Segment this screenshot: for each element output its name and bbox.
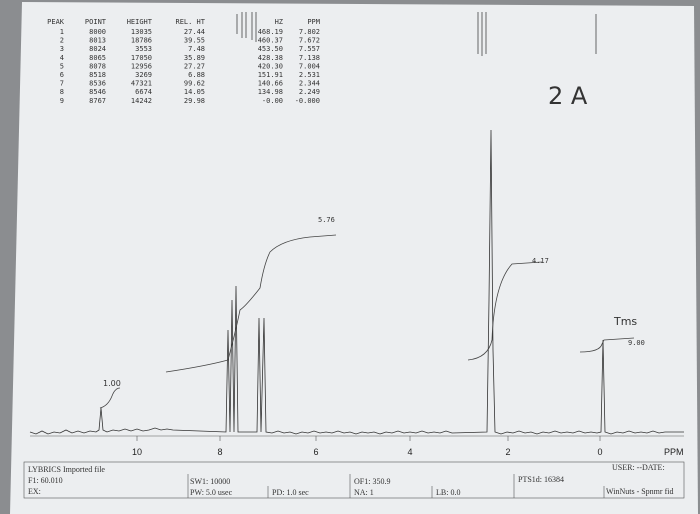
footer-text: F1: 60.010 xyxy=(28,476,63,485)
integral-label: 4.17 xyxy=(532,257,549,265)
table-cell: 7.48 xyxy=(188,45,205,53)
footer-text: PW: 5.0 usec xyxy=(190,488,233,497)
sample-label: 2 A xyxy=(548,82,588,110)
footer-text: EX: xyxy=(28,487,41,496)
footer-text: PTS1d: 16384 xyxy=(518,475,564,484)
table-cell: 14242 xyxy=(131,97,152,105)
table-cell: 8 xyxy=(60,88,64,96)
table-cell: 8078 xyxy=(89,62,106,70)
table-cell: 3553 xyxy=(135,45,152,53)
table-cell: 2 xyxy=(60,37,64,45)
table-cell: -0.00 xyxy=(262,97,283,105)
table-cell: 2.344 xyxy=(299,80,320,88)
table-cell: 35.89 xyxy=(184,54,205,62)
table-cell: 7.672 xyxy=(299,37,320,45)
table-cell: 8013 xyxy=(89,37,106,45)
table-cell: 7 xyxy=(60,80,64,88)
table-cell: 12956 xyxy=(131,62,152,70)
table-header: POINT xyxy=(85,18,107,26)
table-cell: 151.91 xyxy=(258,71,283,79)
table-cell: 1 xyxy=(60,28,64,36)
table-header: REL. HT xyxy=(175,18,205,26)
table-cell: 39.55 xyxy=(184,37,205,45)
integral-label: 5.76 xyxy=(318,216,335,224)
table-header: PPM xyxy=(307,18,320,26)
table-cell: 8536 xyxy=(89,80,106,88)
cursor-marks xyxy=(236,12,597,56)
x-tick-label: 6 xyxy=(313,447,318,457)
integral-label: 9.00 xyxy=(628,339,645,347)
footer-text: SW1: 10000 xyxy=(190,477,230,486)
table-cell: 420.30 xyxy=(258,62,283,70)
table-cell: 4 xyxy=(60,54,64,62)
table-cell: 134.98 xyxy=(258,88,283,96)
table-cell: 468.19 xyxy=(258,28,283,36)
footer-boxes xyxy=(23,461,685,499)
table-cell: 99.62 xyxy=(184,80,205,88)
x-tick-label: 0 xyxy=(597,447,602,457)
table-header: HZ xyxy=(275,18,283,26)
table-cell: 8000 xyxy=(89,28,106,36)
footer-text: LB: 0.0 xyxy=(436,488,460,497)
footer-text: USER: --DATE: xyxy=(612,463,665,472)
table-cell: 9 xyxy=(60,97,64,105)
table-cell: 8767 xyxy=(89,97,106,105)
table-cell: 8518 xyxy=(89,71,106,79)
table-cell: 6.88 xyxy=(188,71,205,79)
x-tick-label: 8 xyxy=(217,447,222,457)
table-cell: 14.05 xyxy=(184,88,205,96)
integral-label: 1.00 xyxy=(103,379,121,388)
table-cell: 460.37 xyxy=(258,37,283,45)
table-cell: 6 xyxy=(60,71,64,79)
table-cell: 8546 xyxy=(89,88,106,96)
table-cell: 29.98 xyxy=(184,97,205,105)
table-cell: -0.000 xyxy=(295,97,320,105)
footer-text: LYBRICS Imported file xyxy=(28,465,105,474)
table-cell: 27.27 xyxy=(184,62,205,70)
table-cell: 2.249 xyxy=(299,88,320,96)
table-cell: 7.138 xyxy=(299,54,320,62)
axis-unit: PPM xyxy=(664,447,684,457)
spectrum xyxy=(29,129,684,435)
footer-text: OF1: 350.9 xyxy=(354,477,390,486)
footer-text: NA: 1 xyxy=(354,488,374,497)
table-cell: 3269 xyxy=(135,71,152,79)
table-header: HEIGHT xyxy=(127,18,153,26)
table-cell: 8065 xyxy=(89,54,106,62)
tms-label: Tms xyxy=(613,315,637,328)
table-cell: 2.531 xyxy=(299,71,320,79)
table-cell: 3 xyxy=(60,45,64,53)
table-cell: 47321 xyxy=(131,80,152,88)
table-cell: 7.004 xyxy=(299,62,320,70)
table-cell: 453.50 xyxy=(258,45,283,53)
x-ticks: 10 8 6 4 2 0 PPM xyxy=(132,436,684,457)
table-cell: 428.38 xyxy=(258,54,283,62)
x-tick-label: 4 xyxy=(407,447,412,457)
table-cell: 7.802 xyxy=(299,28,320,36)
paper xyxy=(10,2,698,514)
footer-text: WinNuts - Spnmr fid xyxy=(606,487,673,496)
footer-text: PD: 1.0 sec xyxy=(272,488,309,497)
table-cell: 13035 xyxy=(131,28,152,36)
table-cell: 18786 xyxy=(131,37,152,45)
table-cell: 5 xyxy=(60,62,64,70)
table-cell: 8024 xyxy=(89,45,106,53)
table-header: PEAK xyxy=(47,18,65,26)
integral xyxy=(99,234,635,409)
table-cell: 140.66 xyxy=(258,80,283,88)
table-cell: 17050 xyxy=(131,54,152,62)
table-cell: 27.44 xyxy=(184,28,205,36)
x-tick-label: 10 xyxy=(132,447,142,457)
table-cell: 7.557 xyxy=(299,45,320,53)
x-tick-label: 2 xyxy=(505,447,510,457)
table-cell: 6674 xyxy=(135,88,152,96)
